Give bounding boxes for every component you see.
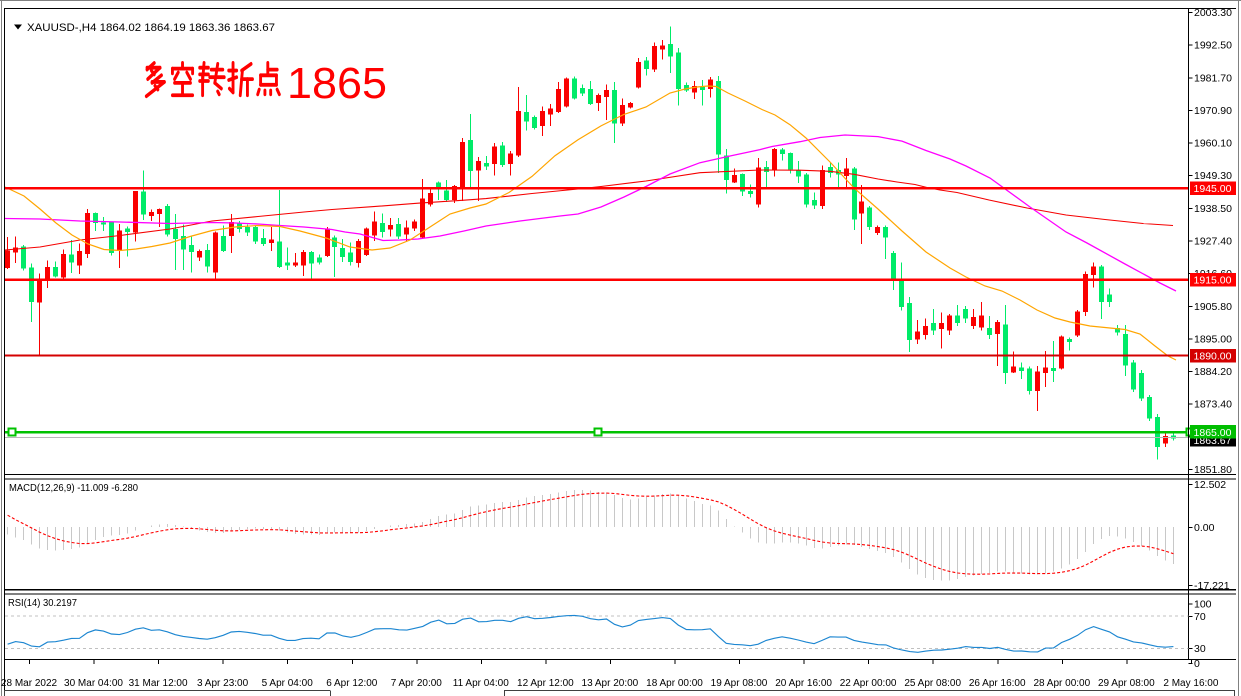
svg-text:1970.90: 1970.90 xyxy=(1194,105,1232,117)
svg-text:1890.00: 1890.00 xyxy=(1194,350,1232,362)
svg-text:20 Apr 16:00: 20 Apr 16:00 xyxy=(775,678,832,689)
svg-text:1915.00: 1915.00 xyxy=(1194,275,1232,287)
svg-text:1960.10: 1960.10 xyxy=(1194,138,1232,150)
svg-text:1884.20: 1884.20 xyxy=(1194,366,1232,378)
svg-text:7 Apr 20:00: 7 Apr 20:00 xyxy=(391,678,443,689)
svg-text:1981.70: 1981.70 xyxy=(1194,72,1232,84)
svg-text:1949.30: 1949.30 xyxy=(1194,170,1232,182)
svg-text:0: 0 xyxy=(1194,658,1200,670)
svg-text:26 Apr 16:00: 26 Apr 16:00 xyxy=(969,678,1026,689)
svg-text:1865.00: 1865.00 xyxy=(1194,427,1232,439)
svg-text:XAUUSD-,H4 1864.02 1864.19 18: XAUUSD-,H4 1864.02 1864.19 1863.36 1863.… xyxy=(27,22,275,34)
svg-text:3 Apr 23:00: 3 Apr 23:00 xyxy=(197,678,249,689)
svg-text:100: 100 xyxy=(1194,599,1212,611)
svg-text:19 Apr 08:00: 19 Apr 08:00 xyxy=(711,678,768,689)
svg-text:5 Apr 04:00: 5 Apr 04:00 xyxy=(262,678,314,689)
svg-text:31 Mar 12:00: 31 Mar 12:00 xyxy=(129,678,188,689)
svg-text:RSI(14) 30.2197: RSI(14) 30.2197 xyxy=(8,598,77,609)
svg-text:22 Apr 00:00: 22 Apr 00:00 xyxy=(840,678,897,689)
svg-text:2 May 16:00: 2 May 16:00 xyxy=(1163,678,1218,689)
svg-text:1905.80: 1905.80 xyxy=(1194,301,1232,313)
svg-text:2003.30: 2003.30 xyxy=(1194,7,1232,19)
svg-text:18 Apr 00:00: 18 Apr 00:00 xyxy=(646,678,703,689)
svg-text:1945.00: 1945.00 xyxy=(1194,183,1232,195)
svg-text:12.502: 12.502 xyxy=(1194,479,1226,491)
svg-text:28 Mar 2022: 28 Mar 2022 xyxy=(1,678,58,689)
svg-text:6 Apr 12:00: 6 Apr 12:00 xyxy=(326,678,378,689)
svg-text:30: 30 xyxy=(1194,643,1206,655)
svg-text:30 Mar 04:00: 30 Mar 04:00 xyxy=(64,678,123,689)
svg-text:1927.40: 1927.40 xyxy=(1194,236,1232,248)
svg-text:25 Apr 08:00: 25 Apr 08:00 xyxy=(904,678,961,689)
svg-text:-17.221: -17.221 xyxy=(1194,580,1230,592)
svg-text:1895.00: 1895.00 xyxy=(1194,333,1232,345)
svg-text:1873.40: 1873.40 xyxy=(1194,399,1232,411)
svg-text:29 Apr 08:00: 29 Apr 08:00 xyxy=(1098,678,1155,689)
svg-text:28 Apr 00:00: 28 Apr 00:00 xyxy=(1033,678,1090,689)
svg-text:1938.50: 1938.50 xyxy=(1194,203,1232,215)
svg-text:12 Apr 12:00: 12 Apr 12:00 xyxy=(517,678,574,689)
svg-text:1992.50: 1992.50 xyxy=(1194,40,1232,52)
svg-text:13 Apr 20:00: 13 Apr 20:00 xyxy=(582,678,639,689)
svg-text:1865: 1865 xyxy=(287,59,387,108)
svg-text:MACD(12,26,9) -11.009 -6.280: MACD(12,26,9) -11.009 -6.280 xyxy=(9,483,138,494)
svg-text:0.00: 0.00 xyxy=(1194,522,1215,534)
svg-text:1851.80: 1851.80 xyxy=(1194,464,1232,476)
svg-text:11 Apr 04:00: 11 Apr 04:00 xyxy=(453,678,509,689)
svg-text:70: 70 xyxy=(1194,611,1206,623)
